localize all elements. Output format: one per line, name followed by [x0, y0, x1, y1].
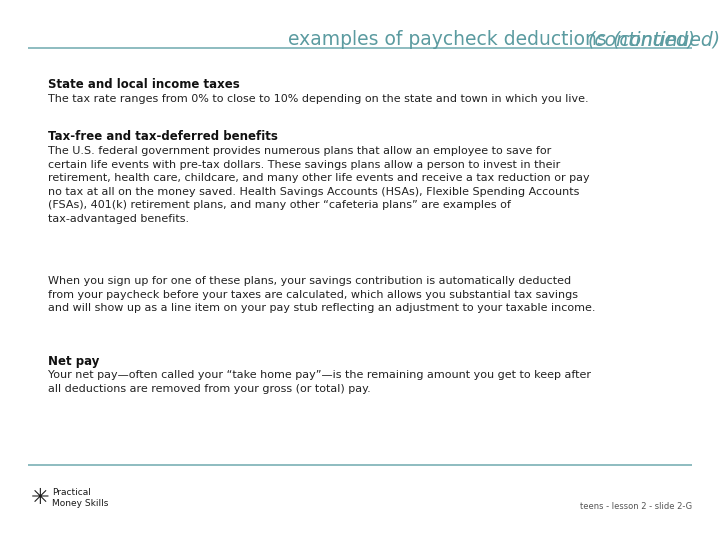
- Text: The tax rate ranges from 0% to close to 10% depending on the state and town in w: The tax rate ranges from 0% to close to …: [48, 94, 589, 104]
- Text: Tax-free and tax-deferred benefits: Tax-free and tax-deferred benefits: [48, 130, 278, 143]
- Text: examples of paycheck deductions: examples of paycheck deductions: [288, 30, 613, 49]
- Text: Practical
Money Skills: Practical Money Skills: [52, 488, 109, 508]
- Text: teens - lesson 2 - slide 2-G: teens - lesson 2 - slide 2-G: [580, 502, 692, 511]
- Text: ✳: ✳: [31, 488, 49, 508]
- Text: The U.S. federal government provides numerous plans that allow an employee to sa: The U.S. federal government provides num…: [48, 146, 590, 224]
- Text: Your net pay—often called your “take home pay”—is the remaining amount you get t: Your net pay—often called your “take hom…: [48, 370, 591, 394]
- Text: (continued): (continued): [588, 30, 696, 49]
- Text: When you sign up for one of these plans, your savings contribution is automatica: When you sign up for one of these plans,…: [48, 276, 595, 313]
- Text: State and local income taxes: State and local income taxes: [48, 78, 240, 91]
- Text: (continued): (continued): [613, 30, 720, 49]
- Text: Net pay: Net pay: [48, 355, 99, 368]
